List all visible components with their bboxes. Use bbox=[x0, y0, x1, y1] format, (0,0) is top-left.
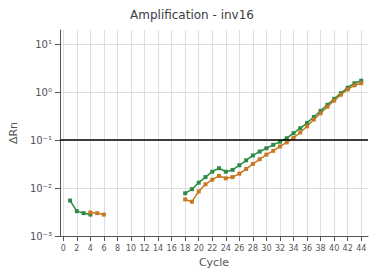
svg-text:10⁰: 10⁰ bbox=[35, 87, 52, 98]
svg-text:30: 30 bbox=[261, 244, 271, 253]
svg-text:Cycle: Cycle bbox=[199, 256, 229, 269]
svg-text:14: 14 bbox=[153, 244, 163, 253]
svg-text:10⁻³: 10⁻³ bbox=[30, 231, 52, 242]
svg-text:8: 8 bbox=[115, 244, 120, 253]
svg-text:10: 10 bbox=[126, 244, 136, 253]
svg-text:0: 0 bbox=[61, 244, 66, 253]
svg-text:Amplification - inv16: Amplification - inv16 bbox=[130, 8, 254, 22]
svg-text:34: 34 bbox=[288, 244, 298, 253]
svg-text:10⁻²: 10⁻² bbox=[30, 183, 52, 194]
svg-text:2: 2 bbox=[74, 244, 79, 253]
svg-text:12: 12 bbox=[139, 244, 149, 253]
svg-text:42: 42 bbox=[343, 244, 353, 253]
svg-text:32: 32 bbox=[275, 244, 285, 253]
svg-text:44: 44 bbox=[356, 244, 366, 253]
svg-text:26: 26 bbox=[234, 244, 244, 253]
svg-text:6: 6 bbox=[101, 244, 106, 253]
svg-text:36: 36 bbox=[302, 244, 312, 253]
svg-text:28: 28 bbox=[248, 244, 258, 253]
svg-text:ΔRn: ΔRn bbox=[7, 122, 20, 144]
svg-text:24: 24 bbox=[221, 244, 231, 253]
svg-text:40: 40 bbox=[329, 244, 339, 253]
svg-text:16: 16 bbox=[167, 244, 177, 253]
svg-text:4: 4 bbox=[88, 244, 93, 253]
svg-text:22: 22 bbox=[207, 244, 217, 253]
svg-text:10¹: 10¹ bbox=[35, 39, 52, 50]
svg-text:38: 38 bbox=[316, 244, 326, 253]
svg-text:10⁻¹: 10⁻¹ bbox=[30, 135, 52, 146]
svg-text:20: 20 bbox=[194, 244, 204, 253]
svg-text:18: 18 bbox=[180, 244, 190, 253]
